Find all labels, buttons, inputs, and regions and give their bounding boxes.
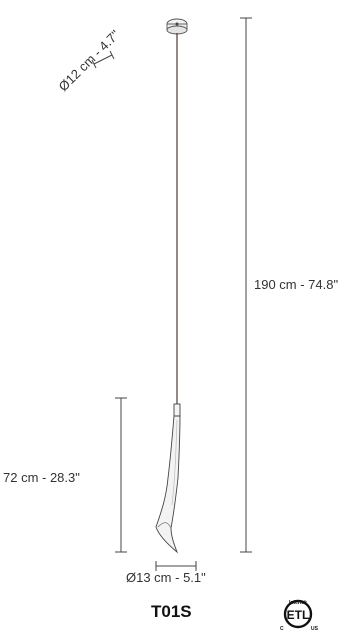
- shade-height-label: 72 cm - 28.3": [3, 470, 80, 485]
- canopy-diameter-dimension-line: [91, 50, 115, 69]
- total-height-dimension-line: [240, 17, 252, 553]
- shade-height-dimension-line: [115, 397, 127, 553]
- etl-us-label: US: [311, 626, 319, 632]
- lamp-shade: [155, 403, 181, 554]
- etl-certification-mark: ETL C US Intertek: [280, 599, 319, 632]
- canopy: [166, 18, 188, 35]
- total-height-label: 190 cm - 74.8": [254, 277, 338, 292]
- model-code: T01S: [151, 602, 192, 621]
- shade-diameter-dimension-line: [155, 561, 197, 571]
- etl-ring-text: Intertek: [289, 600, 307, 606]
- etl-mark-text: ETL: [287, 608, 310, 622]
- canopy-diameter-label: Ø12 cm - 4.7": [56, 27, 123, 94]
- shade-diameter-label: Ø13 cm - 5.1": [126, 570, 206, 585]
- etl-c-label: C: [280, 626, 284, 632]
